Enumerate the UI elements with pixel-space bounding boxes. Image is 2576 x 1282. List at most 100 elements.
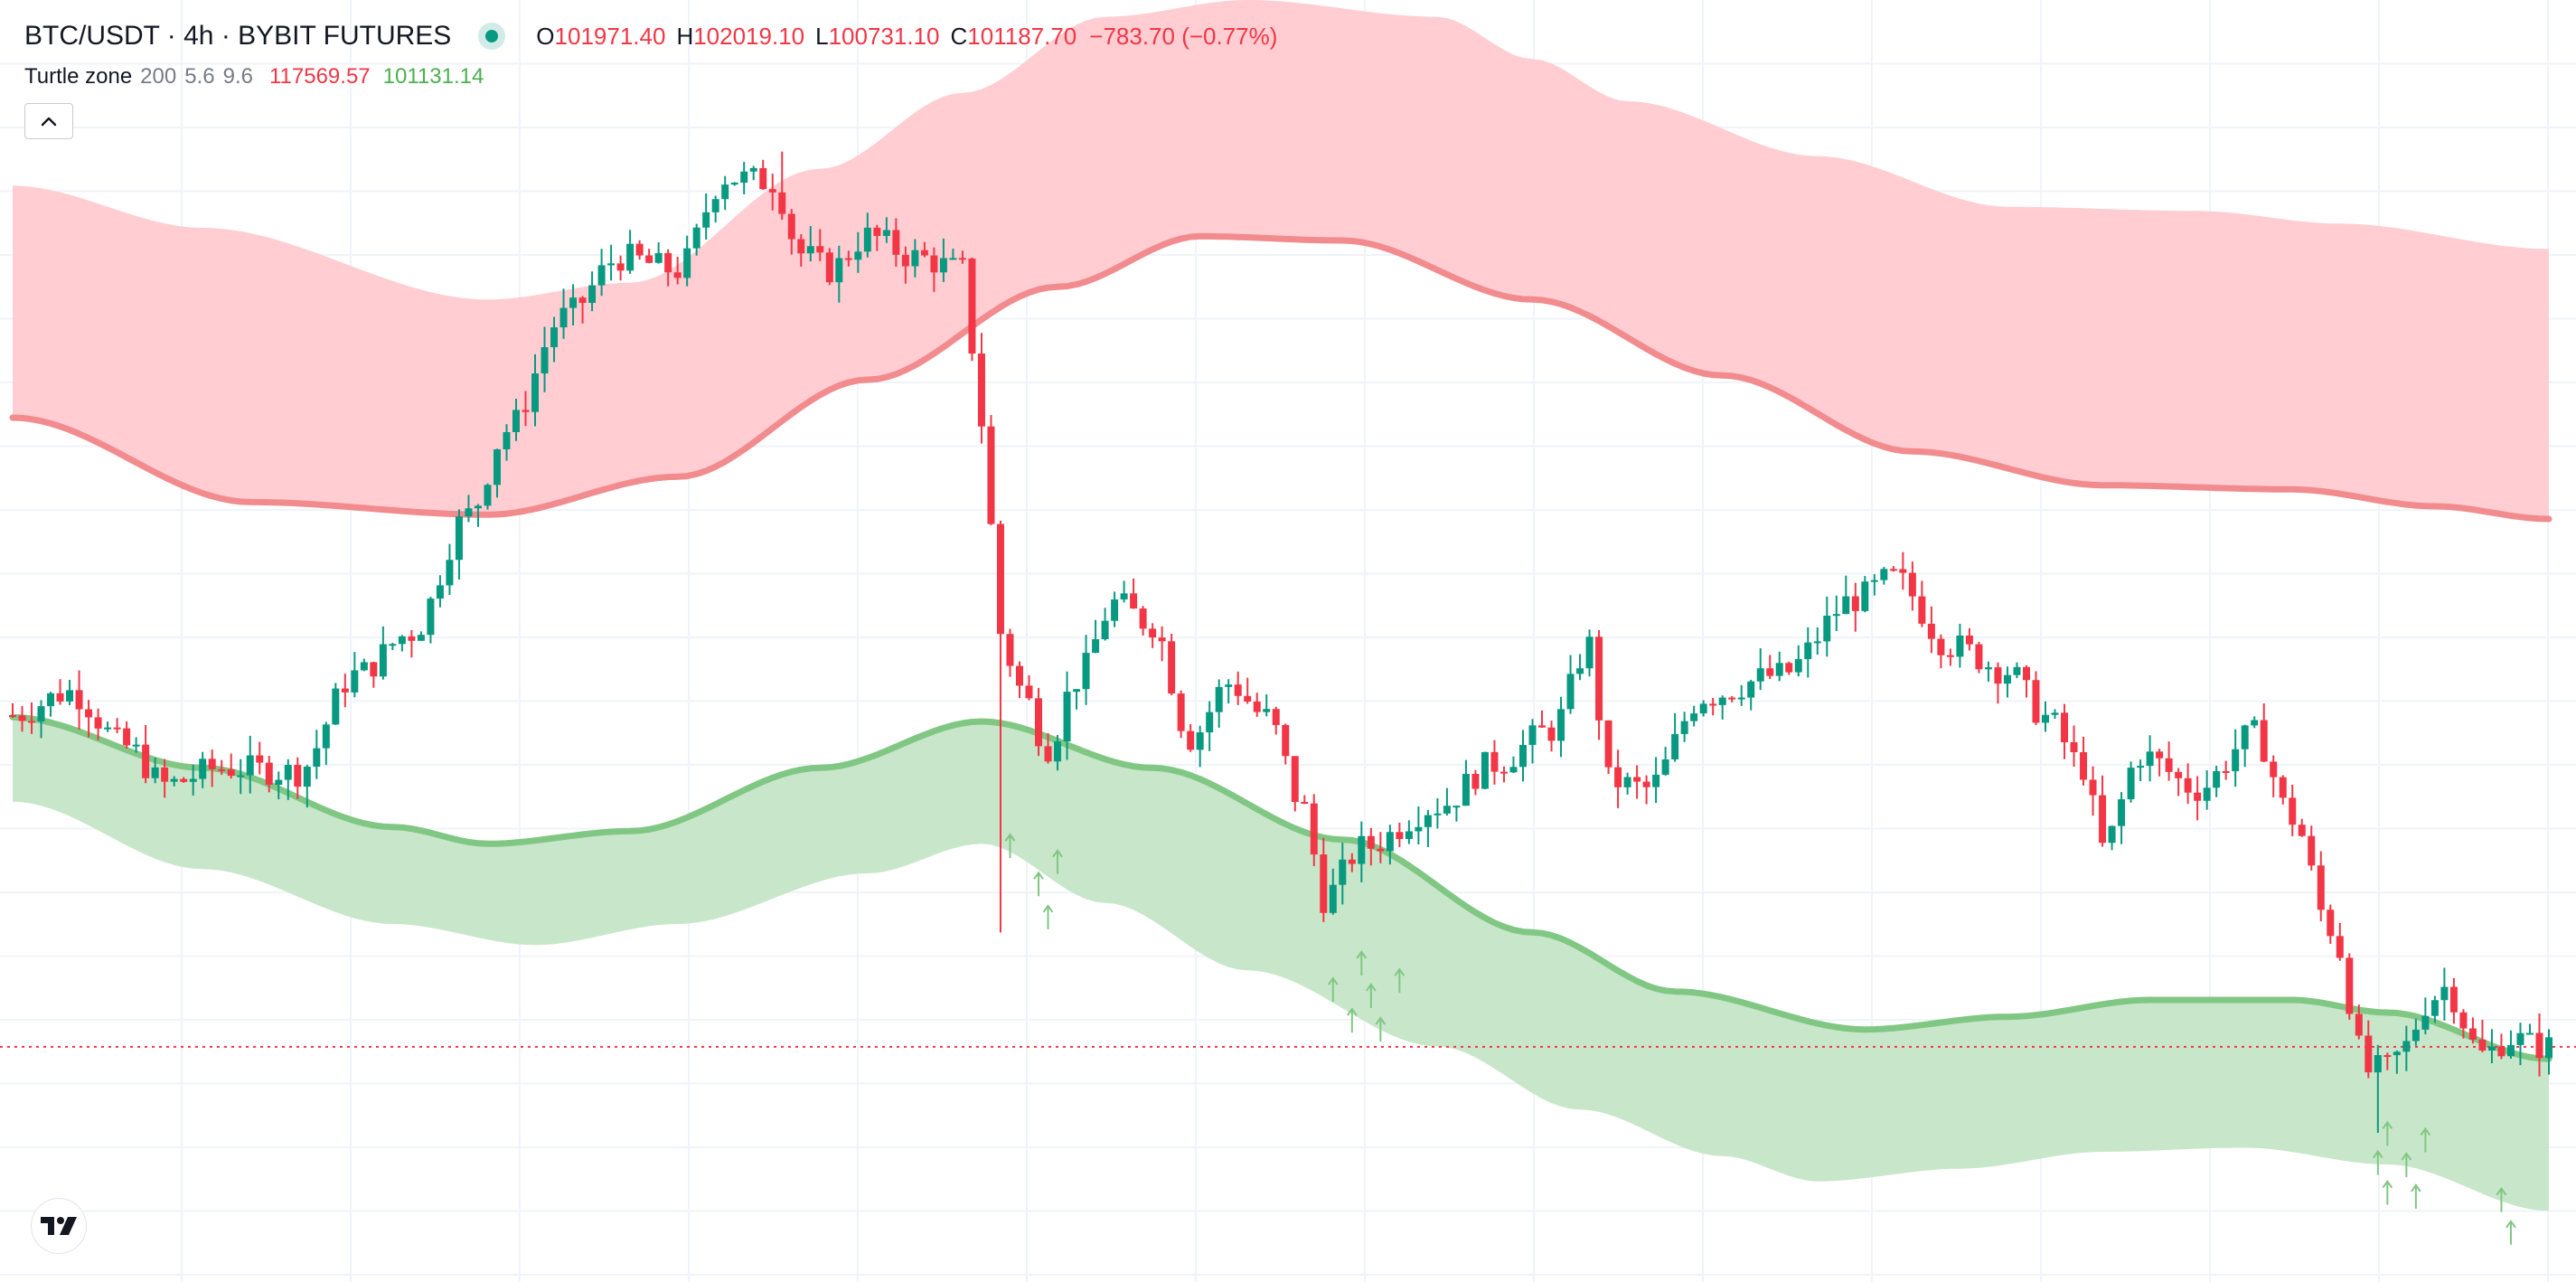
candle-body — [1471, 773, 1480, 789]
candle-body — [151, 767, 159, 778]
candle-body — [654, 253, 663, 263]
candle-body — [370, 662, 378, 677]
candle-body — [1690, 713, 1698, 721]
candle-body — [1320, 854, 1328, 913]
candle-body — [683, 248, 691, 278]
candle-body — [2032, 680, 2040, 723]
candle-body — [2298, 825, 2306, 836]
signal-up-arrow — [2373, 1149, 2383, 1175]
candle-body — [1576, 668, 1584, 674]
candle-body — [2402, 1041, 2411, 1052]
candle-body — [1747, 681, 1755, 698]
candle-body — [18, 715, 26, 721]
candle-body — [256, 755, 264, 763]
signal-up-arrow — [1394, 967, 1406, 994]
candle-body — [892, 230, 900, 255]
candle-body — [465, 508, 473, 517]
candle-body — [28, 721, 36, 723]
candle-body — [1054, 741, 1062, 762]
candle-body — [132, 744, 140, 747]
chart-legend: BTC/USDT · 4h · BYBIT FUTURES O 101971.4… — [24, 18, 1277, 92]
candle-body — [1604, 720, 1612, 768]
candle-body — [1851, 596, 1859, 611]
signal-up-arrow — [1347, 1007, 1358, 1033]
candle-body — [1434, 813, 1442, 815]
indicator-row[interactable]: Turtle zone 200 5.6 9.6 117569.57 101131… — [24, 61, 1277, 92]
candle-body — [1547, 727, 1556, 741]
candle-body — [2289, 797, 2297, 825]
candle-body — [873, 227, 881, 236]
candle-body — [66, 690, 74, 702]
candle-body — [1766, 668, 1774, 676]
candle-body — [2099, 795, 2107, 844]
candle-body — [56, 693, 64, 702]
candle-body — [1282, 724, 1290, 757]
candle-body — [1082, 653, 1090, 690]
candle-body — [1006, 634, 1014, 666]
candle-body — [2411, 1029, 2420, 1042]
tradingview-logo-icon[interactable] — [31, 1198, 87, 1254]
candle-body — [2203, 787, 2211, 801]
candle-body — [2118, 799, 2126, 826]
candle-body — [1092, 639, 1100, 654]
signal-up-arrow — [2382, 1120, 2393, 1146]
candle-body — [1490, 751, 1499, 772]
candle-body — [597, 265, 606, 286]
candle-body — [189, 778, 197, 782]
candle-body — [930, 255, 938, 273]
indicator-name[interactable]: Turtle zone — [24, 64, 133, 89]
candle-body — [1823, 616, 1831, 642]
signal-up-arrow — [2401, 1152, 2412, 1177]
candle-body — [541, 347, 549, 374]
candle-body — [1956, 635, 1964, 657]
candle-body — [1310, 803, 1318, 855]
candle-body — [1291, 756, 1299, 803]
candle-body — [1453, 806, 1461, 808]
candle-body — [2487, 1046, 2496, 1051]
candle-body — [1244, 695, 1252, 702]
upper-zone-band — [13, 0, 2549, 519]
candle-body — [787, 213, 795, 240]
candle-body — [398, 636, 406, 645]
candle-body — [1585, 636, 1594, 669]
candle-body — [949, 258, 957, 260]
candle-body — [1861, 581, 1869, 611]
candle-body — [1566, 674, 1575, 710]
symbol-title[interactable]: BTC/USDT · 4h · BYBIT FUTURES — [24, 21, 452, 51]
candle-body — [2175, 771, 2183, 778]
candle-body — [854, 251, 862, 260]
candle-body — [37, 706, 45, 722]
candle-body — [2516, 1032, 2524, 1045]
candle-body — [1111, 599, 1119, 621]
candle-body — [1462, 773, 1470, 806]
candle-body — [1339, 859, 1347, 885]
candle-body — [1120, 593, 1128, 600]
signal-up-arrow — [2496, 1186, 2507, 1212]
candle-body — [2270, 761, 2278, 778]
candle-body — [113, 727, 121, 730]
candle-body — [740, 171, 748, 184]
candle-body — [635, 243, 644, 256]
candle-body — [2127, 768, 2135, 800]
candle-body — [2241, 725, 2249, 749]
candle-body — [1975, 644, 1983, 670]
candle-body — [142, 744, 150, 778]
candle-body — [844, 258, 852, 260]
indicator-upper-value: 117569.57 — [268, 64, 371, 89]
candle-body — [2430, 1000, 2439, 1016]
candle-body — [1509, 767, 1518, 773]
candle-body — [1206, 712, 1214, 733]
candle-body — [379, 644, 387, 677]
candle-body — [1538, 725, 1547, 728]
candle-body — [1348, 859, 1356, 864]
candle-body — [246, 755, 254, 776]
candle-body — [1130, 593, 1138, 609]
candle-body — [218, 768, 226, 771]
candle-body — [1908, 572, 1916, 597]
signal-up-arrow — [1366, 983, 1377, 1008]
collapse-legend-button[interactable] — [24, 103, 73, 139]
candle-body — [2317, 865, 2325, 910]
low-label: L — [815, 22, 829, 50]
